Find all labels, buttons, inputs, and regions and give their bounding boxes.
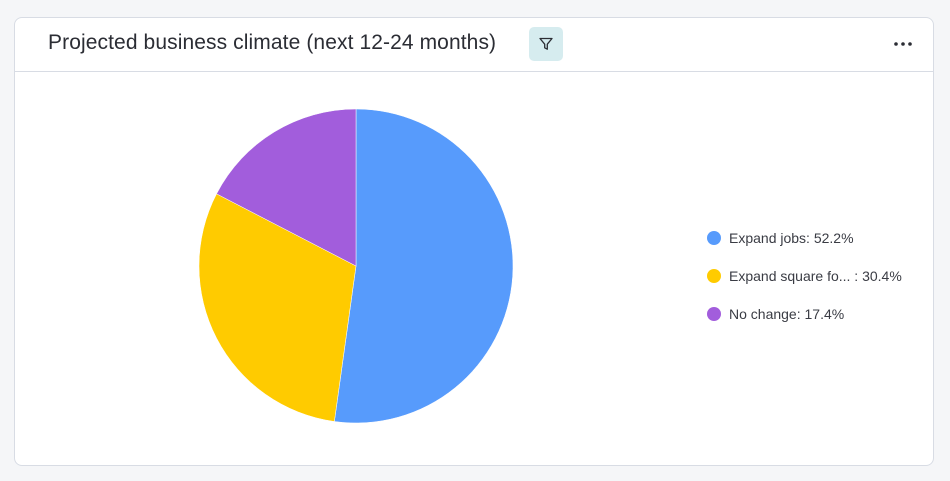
legend-dot [707,306,721,321]
pie-slice-1[interactable] [198,193,357,422]
pie-chart [198,108,514,424]
legend-item[interactable]: Expand square fo... : 30.4% [707,266,902,285]
chart-title: Projected business climate (next 12-24 m… [48,31,497,54]
legend-label: No change: 17.4% [729,305,845,322]
pie-slice-2[interactable] [216,108,357,267]
filter-button[interactable] [529,27,563,61]
legend-dot [707,230,721,245]
legend-dot [707,268,721,283]
more-options-button[interactable] [891,32,915,56]
legend-item[interactable]: Expand jobs: 52.2% [707,228,902,247]
chart-legend: Expand jobs: 52.2% Expand square fo... : … [707,228,902,342]
more-horizontal-icon [894,42,912,46]
legend-label: Expand square fo... : 30.4% [729,267,902,284]
chart-card: Projected business climate (next 12-24 m… [14,17,934,466]
legend-label: Expand jobs: 52.2% [729,229,854,246]
pie-slice-0[interactable] [334,108,514,424]
filter-icon [539,37,553,50]
legend-item[interactable]: No change: 17.4% [707,304,902,323]
card-header: Projected business climate (next 12-24 m… [15,18,933,72]
